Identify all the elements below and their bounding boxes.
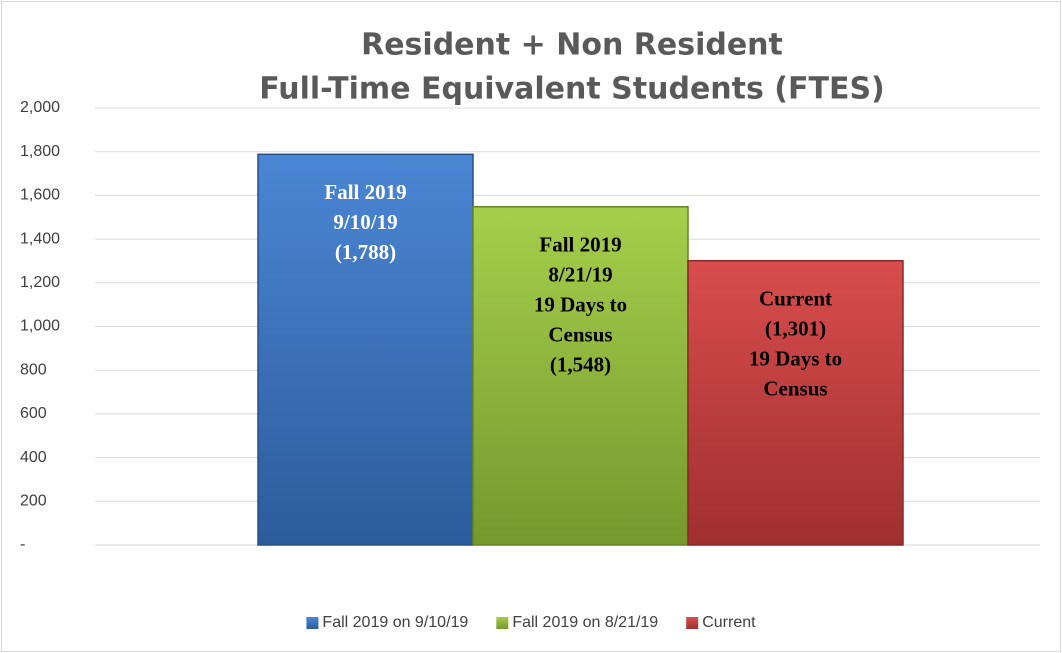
bar (472, 206, 689, 546)
bar-label: Fall 2019 (324, 180, 406, 204)
bar-label: Fall 2019 (539, 233, 621, 257)
chart-title: Full-Time Equivalent Students (FTES) (259, 72, 885, 107)
legend-swatch (306, 617, 319, 629)
y-tick-label: 1,400 (20, 230, 60, 247)
y-tick-label: 1,000 (20, 318, 60, 335)
legend-swatch (496, 617, 509, 629)
bar-label: 19 Days to (749, 347, 842, 371)
bar (257, 153, 474, 546)
y-tick-label: 800 (20, 361, 47, 378)
bar-label: Census (763, 377, 827, 401)
legend-label: Current (702, 614, 756, 631)
chart-title: Resident + Non Resident (361, 28, 783, 63)
bar-label: (1,788) (335, 240, 396, 264)
y-tick-label: 400 (20, 449, 47, 466)
bar-label: Census (548, 323, 612, 347)
legend-swatch (686, 617, 699, 629)
legend-label: Fall 2019 on 8/21/19 (512, 614, 658, 631)
bar-label: 19 Days to (534, 293, 627, 317)
y-tick-label: 200 (20, 493, 47, 510)
y-tick-label: - (20, 536, 25, 553)
legend-label: Fall 2019 on 9/10/19 (322, 614, 468, 631)
bar-label: (1,301) (765, 317, 826, 341)
y-tick-label: 1,600 (20, 187, 60, 204)
y-tick-label: 600 (20, 405, 47, 422)
bar-label: 8/21/19 (548, 263, 612, 287)
bar-label: Current (759, 287, 832, 311)
bar (687, 259, 904, 546)
bar-label: 9/10/19 (333, 210, 397, 234)
y-tick-label: 2,000 (20, 99, 60, 116)
y-tick-label: 1,800 (20, 143, 60, 160)
y-tick-label: 1,200 (20, 274, 60, 291)
bar-label: (1,548) (550, 353, 611, 377)
